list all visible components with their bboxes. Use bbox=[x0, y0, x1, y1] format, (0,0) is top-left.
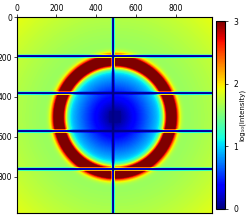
Y-axis label: log₁₀(intensity): log₁₀(intensity) bbox=[239, 89, 246, 141]
